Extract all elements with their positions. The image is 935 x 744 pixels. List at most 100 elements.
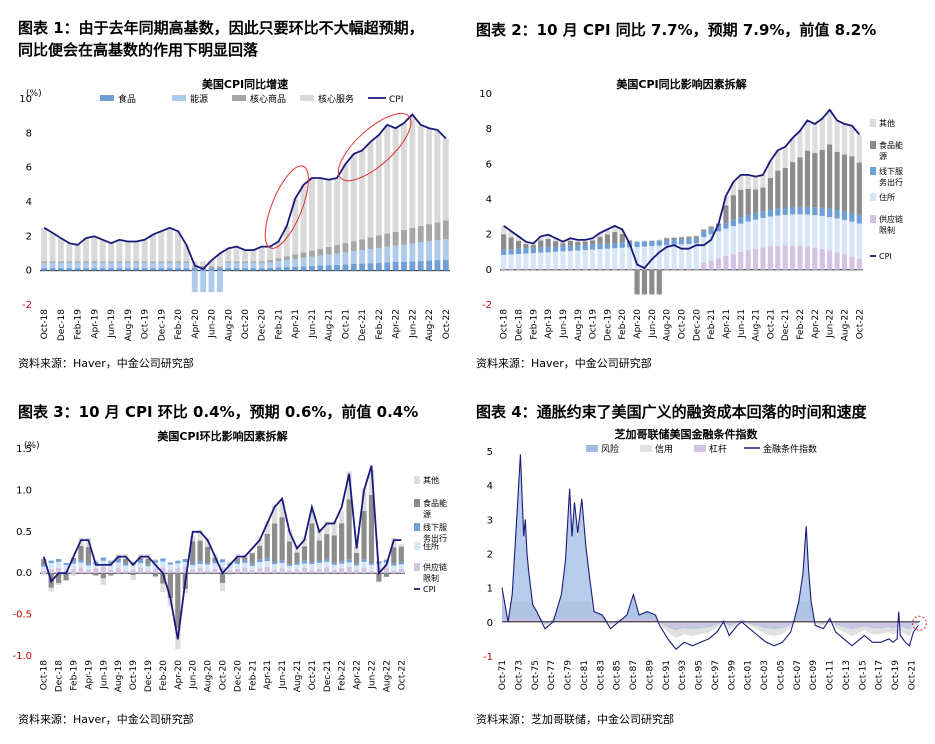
bar-供应链限制 <box>834 252 840 270</box>
x-tick-label: Jun-22 <box>826 309 836 339</box>
bar-住所 <box>582 250 588 269</box>
bar-供应链限制 <box>634 268 640 270</box>
bar-供应链限制 <box>78 567 84 574</box>
bar-供应链限制 <box>582 268 588 270</box>
bar-住所 <box>63 564 69 571</box>
bar-能源 <box>350 251 357 264</box>
bar-住所 <box>346 562 352 567</box>
bar-食品 <box>267 267 274 271</box>
bar-其他 <box>545 234 551 239</box>
x-tick-label: Oct-79 <box>564 660 574 691</box>
bar-线下服务出行 <box>331 562 337 565</box>
bar-能源 <box>158 262 165 269</box>
bar-核心服务 <box>442 138 449 221</box>
bar-食品能源 <box>324 534 330 559</box>
x-tick-label: Aug-21 <box>752 309 762 341</box>
bar-核心服务 <box>242 250 248 262</box>
bar-供应链限制 <box>182 566 188 574</box>
x-tick-label: Apr-20 <box>633 309 643 339</box>
chart-title: 芝加哥联储美国金融条件指数 <box>615 427 759 441</box>
bar-能源 <box>74 262 81 269</box>
bar-供应链限制 <box>383 567 389 574</box>
annotation-ellipse <box>337 113 412 182</box>
bar-食品能源 <box>515 240 522 249</box>
bar-供应链限制 <box>41 570 47 574</box>
bar-住所 <box>597 249 603 269</box>
bar-其他 <box>590 238 596 241</box>
bar-核心商品 <box>124 261 131 263</box>
bar-线下服务出行 <box>567 245 573 251</box>
bar-其他 <box>227 561 233 564</box>
bar-供应链限制 <box>530 268 536 270</box>
bar-线下服务出行 <box>597 243 603 250</box>
x-tick-label: Apr-22 <box>811 309 821 339</box>
bar-核心服务 <box>384 124 391 234</box>
bar-核心商品 <box>141 261 148 263</box>
bar-线下服务出行 <box>309 562 315 565</box>
bar-能源 <box>66 262 73 269</box>
x-tick-label: Apr-21 <box>263 660 273 690</box>
bar-食品 <box>141 268 148 271</box>
bar-其他 <box>634 240 640 242</box>
legend-label: CPI <box>389 95 403 105</box>
bar-食品 <box>342 264 349 271</box>
x-tick-label: Jun-20 <box>189 660 199 690</box>
bar-核心商品 <box>175 261 181 263</box>
bar-其他 <box>612 225 618 232</box>
bar-线下服务出行 <box>656 240 662 246</box>
legend-swatch <box>694 445 706 452</box>
cpi-line <box>503 108 860 270</box>
x-tick-label: Jun-22 <box>367 660 377 690</box>
bar-供应链限制 <box>664 268 670 270</box>
bar-核心服务 <box>267 246 274 261</box>
legend-label: 食品能 <box>423 498 447 508</box>
bar-线下服务出行 <box>316 560 322 563</box>
bar-住所 <box>137 563 144 568</box>
legend-label: 供应链 <box>879 214 903 224</box>
bar-其他 <box>301 537 308 547</box>
y-tick-label: 0 <box>486 265 492 276</box>
bar-线下服务出行 <box>257 559 263 563</box>
bar-住所 <box>175 563 181 569</box>
bar-其他 <box>775 150 781 171</box>
bar-住所 <box>264 561 270 567</box>
bar-食品 <box>258 268 265 271</box>
bar-线下服务出行 <box>715 225 722 232</box>
bar-核心服务 <box>108 243 115 262</box>
bar-其他 <box>93 560 99 562</box>
bar-线下服务出行 <box>279 560 285 563</box>
legend-swatch <box>870 141 876 149</box>
bar-线下服务出行 <box>197 561 203 564</box>
bar-供应链限制 <box>212 569 218 574</box>
bar-供应链限制 <box>649 268 655 270</box>
bar-食品能源 <box>723 205 729 223</box>
bar-食品能源 <box>242 557 248 560</box>
bar-食品 <box>384 262 391 271</box>
x-tick-label: Apr-19 <box>84 660 94 690</box>
bar-核心商品 <box>74 261 81 263</box>
bar-住所 <box>501 254 507 269</box>
bar-其他 <box>190 535 196 542</box>
bar-食品能源 <box>175 573 181 629</box>
bar-其他 <box>619 229 625 235</box>
bar-核心服务 <box>141 239 148 262</box>
panel-1: 图表 1：由于去年同期高基数，因此只要环比不大幅超预期， 同比便会在高基数的作用… <box>0 0 465 372</box>
bar-其他 <box>752 176 759 190</box>
bar-供应链限制 <box>738 251 744 270</box>
bar-住所 <box>515 254 522 269</box>
legend-label: 线下服 <box>423 522 447 532</box>
bar-线下服务出行 <box>819 207 825 216</box>
x-tick-label: Dec-18 <box>55 660 65 692</box>
bar-线下服务出行 <box>649 240 655 247</box>
bar-食品能源 <box>819 149 825 208</box>
bar-能源 <box>191 270 198 293</box>
panel-2-source: 资料来源：Haver，中金公司研究部 <box>476 357 652 370</box>
bar-住所 <box>361 561 367 569</box>
bar-核心商品 <box>250 261 257 263</box>
bar-线下服务出行 <box>212 561 218 564</box>
bar-食品 <box>334 264 340 271</box>
bar-核心服务 <box>116 239 123 262</box>
bar-能源 <box>267 262 274 268</box>
bar-线下服务出行 <box>264 557 270 562</box>
